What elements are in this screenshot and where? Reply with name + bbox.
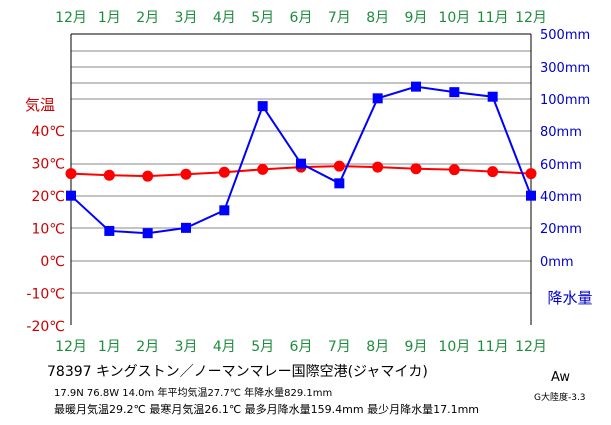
bottom-month-label: 10月 bbox=[438, 339, 470, 355]
precipitation-tick-labels: 500mm 300mm 100mm 80mm 60mm 40mm 20mm 0mm bbox=[540, 28, 590, 270]
temperature-point bbox=[218, 166, 230, 178]
precipitation-point bbox=[66, 190, 76, 201]
station-extremes-summary: 最暖月気温29.2℃ 最寒月気温26.1℃ 最多月降水量159.4mm 最少月降… bbox=[54, 403, 480, 416]
precipitation-tick-label: 0mm bbox=[540, 255, 574, 270]
temperature-point bbox=[525, 168, 537, 180]
temperature-point bbox=[333, 160, 345, 172]
temperature-point bbox=[257, 163, 269, 175]
top-month-label: 11月 bbox=[477, 10, 509, 26]
climate-class: Aw bbox=[551, 370, 570, 385]
precipitation-point bbox=[296, 158, 306, 169]
bottom-month-label: 4月 bbox=[213, 339, 236, 355]
temperature-tick-label: -20℃ bbox=[26, 319, 65, 335]
precipitation-series bbox=[66, 81, 536, 239]
precipitation-point bbox=[142, 228, 153, 239]
top-month-label: 1月 bbox=[98, 10, 121, 26]
precipitation-tick-label: 100mm bbox=[540, 93, 590, 108]
bottom-month-label: 2月 bbox=[136, 339, 159, 355]
bottom-month-label: 12月 bbox=[515, 339, 547, 355]
top-month-label: 10月 bbox=[438, 10, 470, 26]
precipitation-point bbox=[449, 87, 460, 98]
top-month-labels: 12月 1月 2月 3月 4月 5月 6月 7月 8月 9月 10月 11月 12月 bbox=[55, 10, 547, 26]
top-month-label: 6月 bbox=[290, 10, 313, 26]
precipitation-tick-label: 60mm bbox=[540, 158, 582, 173]
bottom-month-label: 9月 bbox=[405, 339, 428, 355]
precipitation-tick-label: 500mm bbox=[540, 28, 590, 43]
temperature-point bbox=[65, 168, 77, 180]
precipitation-point bbox=[219, 205, 230, 216]
temperature-point bbox=[103, 169, 115, 181]
bottom-month-label: 3月 bbox=[175, 339, 198, 355]
station-title: 78397 キングストン／ノーマンマレー国際空港(ジャマイカ) bbox=[47, 364, 428, 380]
temperature-point bbox=[372, 161, 384, 173]
precipitation-point bbox=[257, 101, 268, 112]
precipitation-point bbox=[104, 225, 115, 236]
precipitation-point bbox=[526, 190, 536, 201]
bottom-month-label: 1月 bbox=[98, 339, 121, 355]
precipitation-tick-label: 20mm bbox=[540, 222, 582, 237]
precipitation-axis-label: 降水量 bbox=[547, 289, 592, 307]
precipitation-point bbox=[411, 81, 421, 92]
temperature-point bbox=[410, 163, 422, 175]
precipitation-point bbox=[487, 91, 498, 102]
temperature-tick-label: 30℃ bbox=[31, 157, 65, 173]
bottom-month-label: 12月 bbox=[55, 339, 87, 355]
bottom-month-labels: 12月 1月 2月 3月 4月 5月 6月 7月 8月 9月 10月 11月 12月 bbox=[55, 339, 547, 355]
temperature-tick-label: -10℃ bbox=[26, 287, 65, 303]
temperature-tick-label: 20℃ bbox=[31, 189, 65, 205]
top-month-label: 4月 bbox=[213, 10, 236, 26]
temperature-tick-labels: 40℃ 30℃ 20℃ 10℃ 0℃ -10℃ -20℃ bbox=[26, 124, 65, 335]
temperature-point bbox=[448, 164, 460, 176]
bottom-month-label: 6月 bbox=[290, 339, 313, 355]
top-month-label: 7月 bbox=[328, 10, 351, 26]
top-month-label: 3月 bbox=[175, 10, 198, 26]
temperature-point bbox=[487, 166, 499, 178]
temperature-point bbox=[180, 168, 192, 180]
bottom-month-label: 11月 bbox=[477, 339, 509, 355]
precipitation-point bbox=[334, 178, 345, 189]
top-month-label: 8月 bbox=[366, 10, 389, 26]
temperature-point bbox=[142, 170, 154, 182]
grid-lines bbox=[71, 33, 531, 294]
precipitation-point bbox=[372, 93, 383, 104]
temperature-axis-label: 気温 bbox=[25, 96, 55, 114]
chart-axes bbox=[70, 33, 532, 325]
continentality-index: G大陸度-3.3 bbox=[534, 393, 586, 403]
precipitation-tick-label: 80mm bbox=[540, 125, 582, 140]
bottom-month-label: 5月 bbox=[251, 339, 274, 355]
temperature-tick-label: 0℃ bbox=[40, 254, 65, 270]
temperature-tick-label: 40℃ bbox=[31, 124, 65, 140]
temperature-tick-label: 10℃ bbox=[31, 222, 65, 238]
precipitation-tick-label: 40mm bbox=[540, 190, 582, 205]
bottom-month-label: 7月 bbox=[328, 339, 351, 355]
top-month-label: 9月 bbox=[405, 10, 428, 26]
precipitation-point bbox=[181, 222, 191, 233]
precipitation-tick-label: 300mm bbox=[540, 61, 590, 76]
top-month-label: 5月 bbox=[251, 10, 274, 26]
top-month-label: 2月 bbox=[136, 10, 159, 26]
top-month-label: 12月 bbox=[55, 10, 87, 26]
top-month-label: 12月 bbox=[515, 10, 547, 26]
station-coords-summary: 17.9N 76.8W 14.0m 年平均気温27.7℃ 年降水量829.1mm bbox=[54, 388, 333, 399]
bottom-month-label: 8月 bbox=[366, 339, 389, 355]
